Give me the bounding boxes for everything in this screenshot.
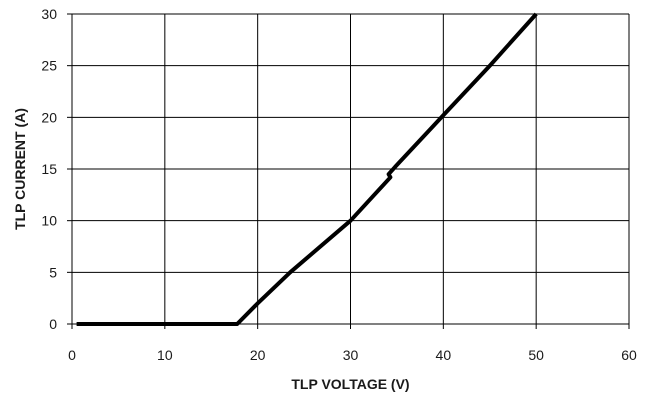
y-tick-labels: 0 5 10 15 20 25 30 xyxy=(41,6,57,332)
y-tick-label: 20 xyxy=(41,109,57,125)
x-tick-label: 60 xyxy=(621,347,637,363)
y-axis-title: TLP CURRENT (A) xyxy=(12,108,28,230)
x-tick-label: 10 xyxy=(157,347,173,363)
y-tick-label: 30 xyxy=(41,6,57,22)
x-tick-label: 30 xyxy=(343,347,359,363)
x-tick-label: 0 xyxy=(68,347,76,363)
x-tick-label: 50 xyxy=(528,347,544,363)
x-tick-labels: 0 10 20 30 40 50 60 xyxy=(68,347,637,363)
y-tick-label: 10 xyxy=(41,213,57,229)
x-tick-label: 20 xyxy=(250,347,266,363)
y-tick-label: 15 xyxy=(41,161,57,177)
y-tick-label: 25 xyxy=(41,58,57,74)
x-axis-title: TLP VOLTAGE (V) xyxy=(291,376,409,392)
y-tick-label: 5 xyxy=(49,264,57,280)
y-tick-label: 0 xyxy=(49,316,57,332)
series-layer xyxy=(76,12,538,326)
grid-layer xyxy=(67,13,630,329)
x-tick-label: 40 xyxy=(436,347,452,363)
series-line xyxy=(76,12,538,326)
